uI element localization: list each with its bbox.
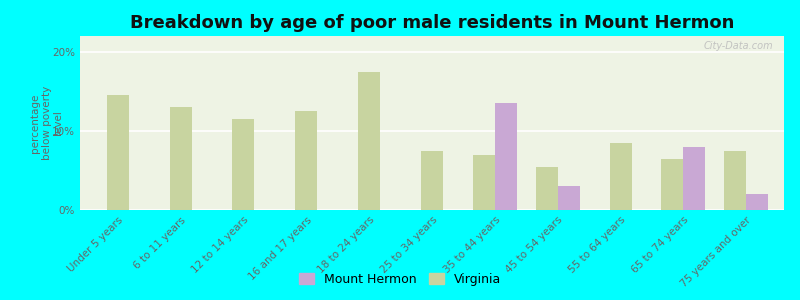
Bar — [558, 186, 580, 210]
Title: Breakdown by age of poor male residents in Mount Hermon: Breakdown by age of poor male residents … — [130, 14, 734, 32]
Bar — [495, 103, 517, 210]
Y-axis label: percentage
below poverty
level: percentage below poverty level — [30, 86, 63, 160]
Legend: Mount Hermon, Virginia: Mount Hermon, Virginia — [294, 268, 506, 291]
Bar — [421, 151, 443, 210]
Bar — [746, 194, 768, 210]
Bar — [724, 151, 746, 210]
Bar — [536, 167, 558, 210]
Bar — [295, 111, 318, 210]
Bar — [683, 147, 706, 210]
Bar — [662, 159, 683, 210]
Bar — [473, 154, 495, 210]
Bar — [358, 72, 380, 210]
Bar — [106, 95, 129, 210]
Bar — [610, 143, 631, 210]
Bar — [233, 119, 254, 210]
Text: City-Data.com: City-Data.com — [704, 41, 774, 51]
Bar — [170, 107, 191, 210]
